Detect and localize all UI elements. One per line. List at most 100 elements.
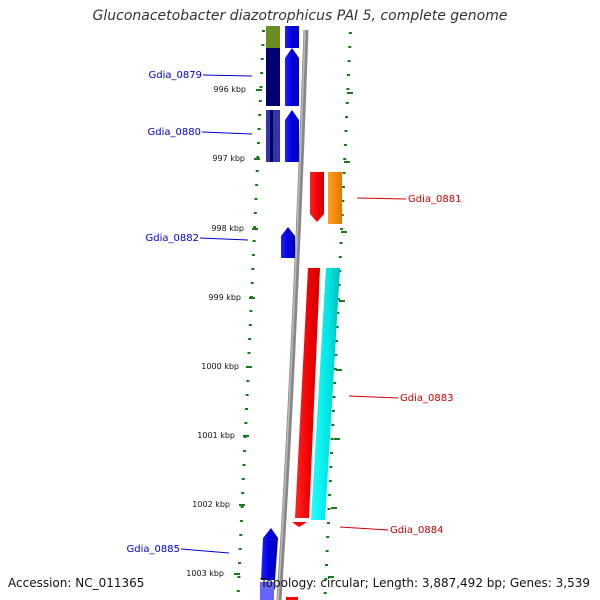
scale-tick-outer [341,231,347,233]
ring-dot [324,578,328,580]
ring-dot [236,590,240,592]
ring-dot [347,60,351,62]
gene-olive-top[interactable] [266,26,280,48]
ring-dot [252,240,256,242]
ring-dot [342,172,346,174]
ring-dot [340,228,344,230]
gene-leader-line [356,197,407,200]
scale-label: 999 kbp [208,293,241,302]
ring-dot [260,58,264,60]
ring-dot [243,450,247,452]
ring-dot [326,536,330,538]
gene-label[interactable]: Gdia_0881 [408,194,461,205]
ring-dot [348,46,352,48]
scale-label: 998 kbp [211,224,244,233]
gene-labels: Gdia_0879 Gdia_0880 Gdia_0881 Gdia_0882 Gdia… [127,70,462,555]
gene-orange-0881[interactable] [328,172,342,224]
gene-leader-line [180,548,230,554]
accession-text: Accession: NC_011365 [8,576,145,590]
ring-dot [255,170,259,172]
ring-dot [347,74,350,76]
ring-dot [327,508,331,510]
gene-red-0883-tip[interactable] [292,522,307,527]
ring-dot [336,298,340,300]
ring-dot [333,368,337,370]
gene-label[interactable]: Gdia_0880 [148,127,201,138]
gene-cyan-0884[interactable] [311,268,340,520]
ring-dot [333,382,337,384]
ring-dot [260,72,264,74]
gene-blue-bottom[interactable] [260,582,274,600]
ring-dot [247,352,251,354]
gene-blue-0880[interactable] [285,110,299,162]
ring-dot [329,466,333,468]
scale-tick-outer [344,161,350,163]
ring-dot [253,212,257,214]
ring-dot [346,88,350,90]
gene-leader-line [199,237,249,241]
ring-dot [241,492,245,494]
scale-tick-inner [249,297,255,299]
gene-navy-0879[interactable] [266,48,280,106]
gene-leader-line [202,74,253,77]
gene-blue-0879[interactable] [285,48,299,106]
ring-dot [248,324,252,326]
ring-dot [340,214,344,216]
outer-dotted-ring [323,32,352,594]
ring-dot [343,158,347,160]
gene-blue-0885[interactable] [261,528,278,580]
ring-dot [326,522,330,524]
inner-dotted-ring [236,30,265,592]
gene-label[interactable]: Gdia_0885 [127,544,180,555]
scale-label: 1001 kbp [197,431,235,440]
scale-label: 1000 kbp [201,362,239,371]
gene-blue-top[interactable] [285,26,299,48]
scale-tick-outer [339,300,345,302]
ring-dot [253,226,257,228]
scale-label: 1003 kbp [186,569,224,578]
scale-tick-outer [331,507,337,509]
ring-dot [251,268,255,270]
gene-label[interactable]: Gdia_0883 [400,393,453,404]
ring-dot [258,100,262,102]
ring-dot [250,282,254,284]
ring-dot [332,396,336,398]
ring-dot [335,340,339,342]
gene-red-0881[interactable] [310,172,324,222]
gene-label[interactable]: Gdia_0882 [146,233,199,244]
ring-dot [254,198,258,200]
ring-dot [262,30,265,32]
ring-dot [343,144,347,146]
ring-dot [342,186,345,188]
gene-label[interactable]: Gdia_0879 [149,70,202,81]
genome-backbone-highlight [277,29,306,600]
ring-dot [328,480,332,482]
ring-dot [245,408,248,410]
gene-red-bottom[interactable] [286,597,298,600]
ring-dot [238,562,242,564]
ring-dot [245,394,249,396]
ring-dot [239,534,243,536]
scale-tick-outer [334,438,340,440]
ring-dot [323,592,327,594]
scale-label: 1002 kbp [192,500,230,509]
gene-blue-0882[interactable] [281,227,295,258]
scale-ticks: 996 kbp 997 kbp 998 kbp 999 kbp 1000 kbp 1001… [186,85,353,578]
gene-label[interactable]: Gdia_0884 [390,525,443,536]
ring-dot [259,86,263,88]
ring-dot [334,354,338,356]
scale-tick-outer [347,92,353,94]
ring-dot [256,156,260,158]
ring-dot [345,116,349,118]
scale-label: 997 kbp [212,154,245,163]
ring-dot [248,338,252,340]
scale-tick-inner [252,228,258,230]
ring-dot [242,464,246,466]
ring-dot [348,32,352,34]
ring-dot [240,506,244,508]
gene-red-0883[interactable] [295,268,320,518]
ring-dot [246,380,250,382]
ring-dot [344,130,348,132]
scale-tick-inner [234,573,240,575]
ring-dot [249,310,253,312]
